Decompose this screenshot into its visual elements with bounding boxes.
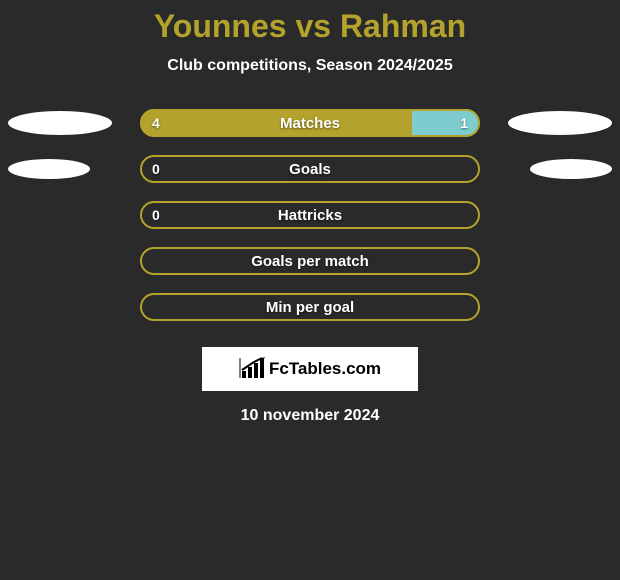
stat-label: Hattricks [140,201,480,229]
brand-box: FcTables.com [202,347,418,391]
stat-bar: Min per goal [140,293,480,321]
page-title: Younnes vs Rahman [0,0,620,45]
brand-text: FcTables.com [269,359,381,379]
stat-bar: Hattricks [140,201,480,229]
comparison-row: Goals0 [0,155,620,201]
subtitle: Club competitions, Season 2024/2025 [0,57,620,75]
comparison-rows: Matches41Goals0Hattricks0Goals per match… [0,109,620,339]
stat-bar: Goals per match [140,247,480,275]
right-ellipse [530,159,612,179]
stat-label: Min per goal [140,293,480,321]
stat-label: Matches [140,109,480,137]
stat-label: Goals [140,155,480,183]
date-label: 10 november 2024 [0,407,620,425]
comparison-row: Min per goal [0,293,620,339]
left-ellipse [8,159,90,179]
stat-bar: Matches [140,109,480,137]
comparison-row: Goals per match [0,247,620,293]
stat-label: Goals per match [140,247,480,275]
bar-chart-icon [239,357,265,381]
right-value: 1 [460,109,468,137]
stat-bar: Goals [140,155,480,183]
left-value: 0 [152,155,160,183]
left-ellipse [8,111,112,135]
comparison-row: Matches4 1 [0,109,620,155]
comparison-row: Hattricks0 [0,201,620,247]
left-value: 4 [152,109,160,137]
left-value: 0 [152,201,160,229]
infographic-root: Younnes vs Rahman Club competitions, Sea… [0,0,620,580]
right-ellipse [508,111,612,135]
